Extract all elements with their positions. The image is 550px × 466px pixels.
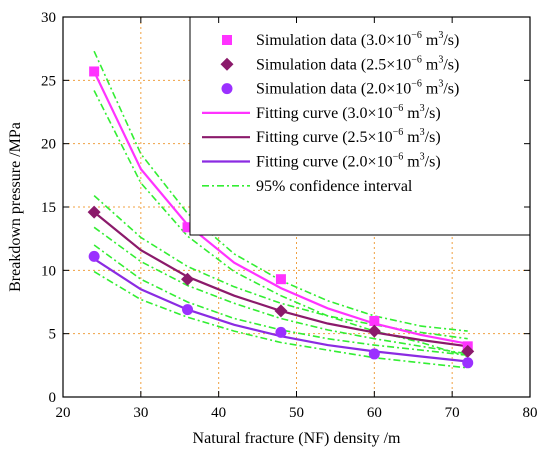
legend-label-3: Fitting curve (3.0×10−6 m3/s) [256, 103, 441, 122]
legend: Simulation data (3.0×10−6 m3/s)Simulatio… [189, 16, 531, 236]
legend-label-2: Simulation data (2.0×10−6 m3/s) [256, 79, 459, 98]
data-point-1-1 [181, 272, 195, 286]
data-point-1-2 [274, 304, 288, 318]
legend-label-part: Simulation data (3.0×10 [256, 32, 411, 49]
legend-label-part: Fitting curve (2.5×10 [256, 129, 393, 146]
legend-label-part: /s) [425, 129, 441, 146]
legend-label-part: /s) [425, 105, 441, 122]
legend-label-part: m [422, 32, 439, 49]
confidence-upper-1 [93, 195, 468, 340]
legend-label-part: 3 [420, 103, 425, 114]
y-tick-label: 30 [41, 10, 56, 26]
legend-label-part: −6 [393, 127, 404, 138]
x-tick-label: 40 [211, 405, 226, 421]
x-tick-label: 30 [133, 405, 148, 421]
legend-label-part: m [403, 105, 420, 122]
confidence-upper-2 [93, 244, 468, 356]
legend-label-1: Simulation data (2.5×10−6 m3/s) [256, 54, 459, 73]
data-point-layer [87, 66, 475, 369]
data-point-0-0 [89, 66, 100, 77]
axis-layer: 20 30 40 50 60 70 80 0 5 10 15 20 25 30 [41, 10, 538, 421]
legend-label-0: Simulation data (3.0×10−6 m3/s) [256, 30, 459, 49]
data-point-0-3 [369, 316, 380, 326]
legend-label-part: 3 [420, 152, 425, 163]
x-tick-label: 50 [289, 405, 304, 421]
fit-curve-0 [93, 71, 468, 345]
legend-label-part: Simulation data (2.5×10 [256, 56, 411, 73]
legend-label-part: m [403, 129, 420, 146]
legend-label-part: Fitting curve (2.0×10 [256, 154, 393, 171]
legend-label-part: Simulation data (2.0×10 [256, 81, 411, 98]
y-tick-label: 10 [41, 263, 56, 279]
y-tick-label: 25 [41, 73, 56, 89]
legend-label-4: Fitting curve (2.5×10−6 m3/s) [256, 127, 441, 146]
data-point-2-0 [88, 250, 100, 262]
confidence-lower-0 [93, 90, 468, 358]
data-point-0-2 [275, 274, 286, 285]
legend-label-part: /s) [443, 32, 459, 49]
data-point-2-2 [275, 326, 287, 338]
data-point-2-1 [182, 304, 194, 316]
confidence-lower-1 [93, 226, 468, 355]
data-point-0-1 [182, 222, 193, 233]
legend-label-part: /s) [443, 81, 459, 98]
data-point-1-3 [367, 324, 381, 338]
legend-box [189, 16, 531, 236]
legend-label-part: 3 [420, 127, 425, 138]
y-tick-label: 20 [41, 137, 56, 153]
legend-swatch-marker-2 [221, 83, 233, 95]
legend-label-part: −6 [411, 30, 422, 41]
x-tick-label: 70 [445, 405, 460, 421]
data-point-2-3 [368, 348, 380, 360]
legend-label-part: 3 [438, 30, 443, 41]
legend-label-part: /s) [425, 154, 441, 171]
legend-label-6: 95% confidence interval [256, 178, 413, 195]
legend-swatch-marker-0 [222, 35, 232, 45]
legend-swatch-marker-1 [220, 57, 234, 71]
data-point-2-4 [462, 357, 474, 369]
legend-label-part: m [422, 56, 439, 73]
legend-label-part: −6 [393, 103, 404, 114]
legend-label-5: Fitting curve (2.0×10−6 m3/s) [256, 152, 441, 171]
x-axis-title: Natural fracture (NF) density /m [193, 430, 401, 447]
confidence-lower-2 [93, 270, 468, 369]
y-tick-label: 0 [49, 390, 57, 406]
legend-label-part: 95% confidence interval [256, 178, 413, 195]
x-tick-label: 60 [367, 405, 382, 421]
legend-label-part: −6 [411, 54, 422, 65]
legend-label-part: 3 [438, 54, 443, 65]
y-axis-title: Breakdown pressure /MPa [7, 122, 24, 292]
data-point-1-4 [461, 344, 475, 358]
legend-label-part: −6 [393, 152, 404, 163]
x-tick-label: 80 [523, 405, 538, 421]
legend-label-part: m [422, 81, 439, 98]
x-tick-label: 20 [56, 405, 71, 421]
legend-label-part: Fitting curve (3.0×10 [256, 105, 393, 122]
y-tick-label: 5 [49, 327, 57, 343]
legend-label-part: /s) [443, 56, 459, 73]
legend-label-part: −6 [411, 79, 422, 90]
y-tick-label: 15 [41, 200, 56, 216]
legend-label-part: m [403, 154, 420, 171]
data-point-1-0 [87, 205, 101, 219]
legend-label-part: 3 [438, 79, 443, 90]
